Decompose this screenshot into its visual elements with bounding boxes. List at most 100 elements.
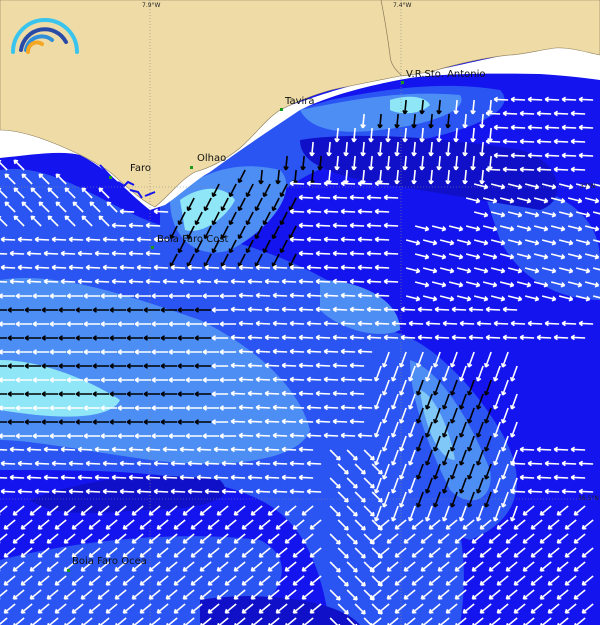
wave-arrow <box>473 295 489 302</box>
wave-arrow <box>340 292 356 299</box>
wave-arrow <box>442 393 450 410</box>
wave-arrow <box>541 183 557 190</box>
wave-arrow <box>507 211 523 218</box>
wave-arrow <box>349 390 365 397</box>
wave-arrow <box>573 589 586 600</box>
wave-arrow <box>476 449 484 466</box>
wave-arrow <box>148 589 161 600</box>
wave-arrow <box>462 141 468 157</box>
wave-arrow <box>516 253 532 260</box>
wave-arrow <box>207 519 220 530</box>
wave-height-field <box>0 85 600 625</box>
wave-arrow <box>510 460 526 467</box>
wave-arrow <box>451 334 467 341</box>
wave-arrow <box>337 547 349 559</box>
wave-arrow <box>88 575 101 586</box>
wave-arrow <box>493 477 501 494</box>
wave-arrow <box>349 362 365 369</box>
wave-arrow <box>493 152 509 159</box>
wave-arrow <box>58 419 76 425</box>
wave-arrow <box>211 239 220 254</box>
wave-arrow <box>109 391 127 397</box>
wave-arrow <box>89 201 101 213</box>
wave-arrow <box>237 225 246 240</box>
wave-arrow <box>126 307 144 313</box>
wave-arrow <box>301 589 314 600</box>
wave-arrow <box>315 418 331 425</box>
place-label-vrsa[interactable]: V.R.Sto. Antonio <box>406 69 486 80</box>
wave-arrow <box>536 446 552 453</box>
wave-arrow <box>450 435 458 452</box>
wave-arrow <box>391 477 399 494</box>
wave-arrow <box>37 575 50 586</box>
wave-arrow <box>470 127 476 143</box>
wave-arrow <box>151 349 169 355</box>
wave-arrow <box>0 405 16 411</box>
wave-arrow <box>433 463 441 480</box>
wave-arrow <box>370 617 382 625</box>
wave-arrow <box>524 239 540 246</box>
wave-arrow <box>433 407 441 424</box>
wave-arrow <box>536 474 552 481</box>
wave-arrow <box>408 449 416 466</box>
wave-arrow <box>488 589 501 600</box>
wave-arrow <box>425 365 433 382</box>
wave-arrow <box>217 617 229 625</box>
wave-arrow <box>145 250 161 257</box>
wave-arrow <box>437 561 450 572</box>
place-label-faro[interactable]: Faro <box>130 163 151 174</box>
wave-arrow <box>128 446 144 453</box>
wave-arrow <box>272 348 288 355</box>
wave-arrow <box>366 306 382 313</box>
coastal-shoal <box>0 44 600 210</box>
wave-arrow <box>71 575 84 586</box>
wave-arrow <box>323 180 339 187</box>
wave-arrow <box>507 239 523 246</box>
wave-arrow <box>289 208 305 215</box>
wave-arrow <box>267 533 280 544</box>
wave-arrow <box>238 292 254 299</box>
wave-arrow <box>459 365 467 382</box>
wave-arrow <box>46 505 59 516</box>
wave-arrow <box>527 488 543 495</box>
wave-arrow <box>448 253 464 260</box>
wave-arrow <box>416 435 424 452</box>
wave-arrow <box>357 320 373 327</box>
place-label-olhao[interactable]: Olhao <box>197 153 227 164</box>
wave-arrow <box>581 575 594 586</box>
wave-arrow <box>366 250 382 257</box>
wave-arrow <box>442 449 450 466</box>
wave-arrow <box>377 547 390 558</box>
wave-arrow <box>237 197 246 212</box>
wave-arrow <box>267 505 280 516</box>
wave-arrow <box>237 169 246 184</box>
wave-arrow <box>524 211 540 218</box>
wave-arrow <box>298 334 314 341</box>
wave-arrow <box>317 155 323 171</box>
wave-arrow <box>92 335 110 341</box>
wave-arrow <box>98 215 110 227</box>
buoy-label-faro-costa[interactable]: Boia Faro Cost <box>157 234 229 245</box>
wave-arrow <box>233 505 246 516</box>
wave-arrow <box>465 197 481 204</box>
wave-arrow <box>357 404 373 411</box>
wave-arrow <box>547 603 560 614</box>
wave-arrow <box>83 405 101 411</box>
place-label-tavira[interactable]: Tavira <box>285 96 315 107</box>
wave-arrow <box>0 460 16 467</box>
wave-arrow <box>421 617 433 625</box>
wave-arrow <box>434 306 450 313</box>
wave-arrow <box>541 239 557 246</box>
wave-arrow <box>536 110 552 117</box>
wave-arrow <box>578 320 594 327</box>
wave-arrow <box>3 575 16 586</box>
wave-arrow <box>17 236 33 243</box>
wave-arrow <box>420 589 433 600</box>
buoy-label-faro-oceano[interactable]: Boia Faro Ocea <box>72 556 147 567</box>
wave-arrow <box>58 307 76 313</box>
wave-arrow <box>272 404 288 411</box>
wave-arrow <box>173 547 186 558</box>
wave-arrow <box>0 337 8 339</box>
wave-arrow <box>92 391 110 397</box>
